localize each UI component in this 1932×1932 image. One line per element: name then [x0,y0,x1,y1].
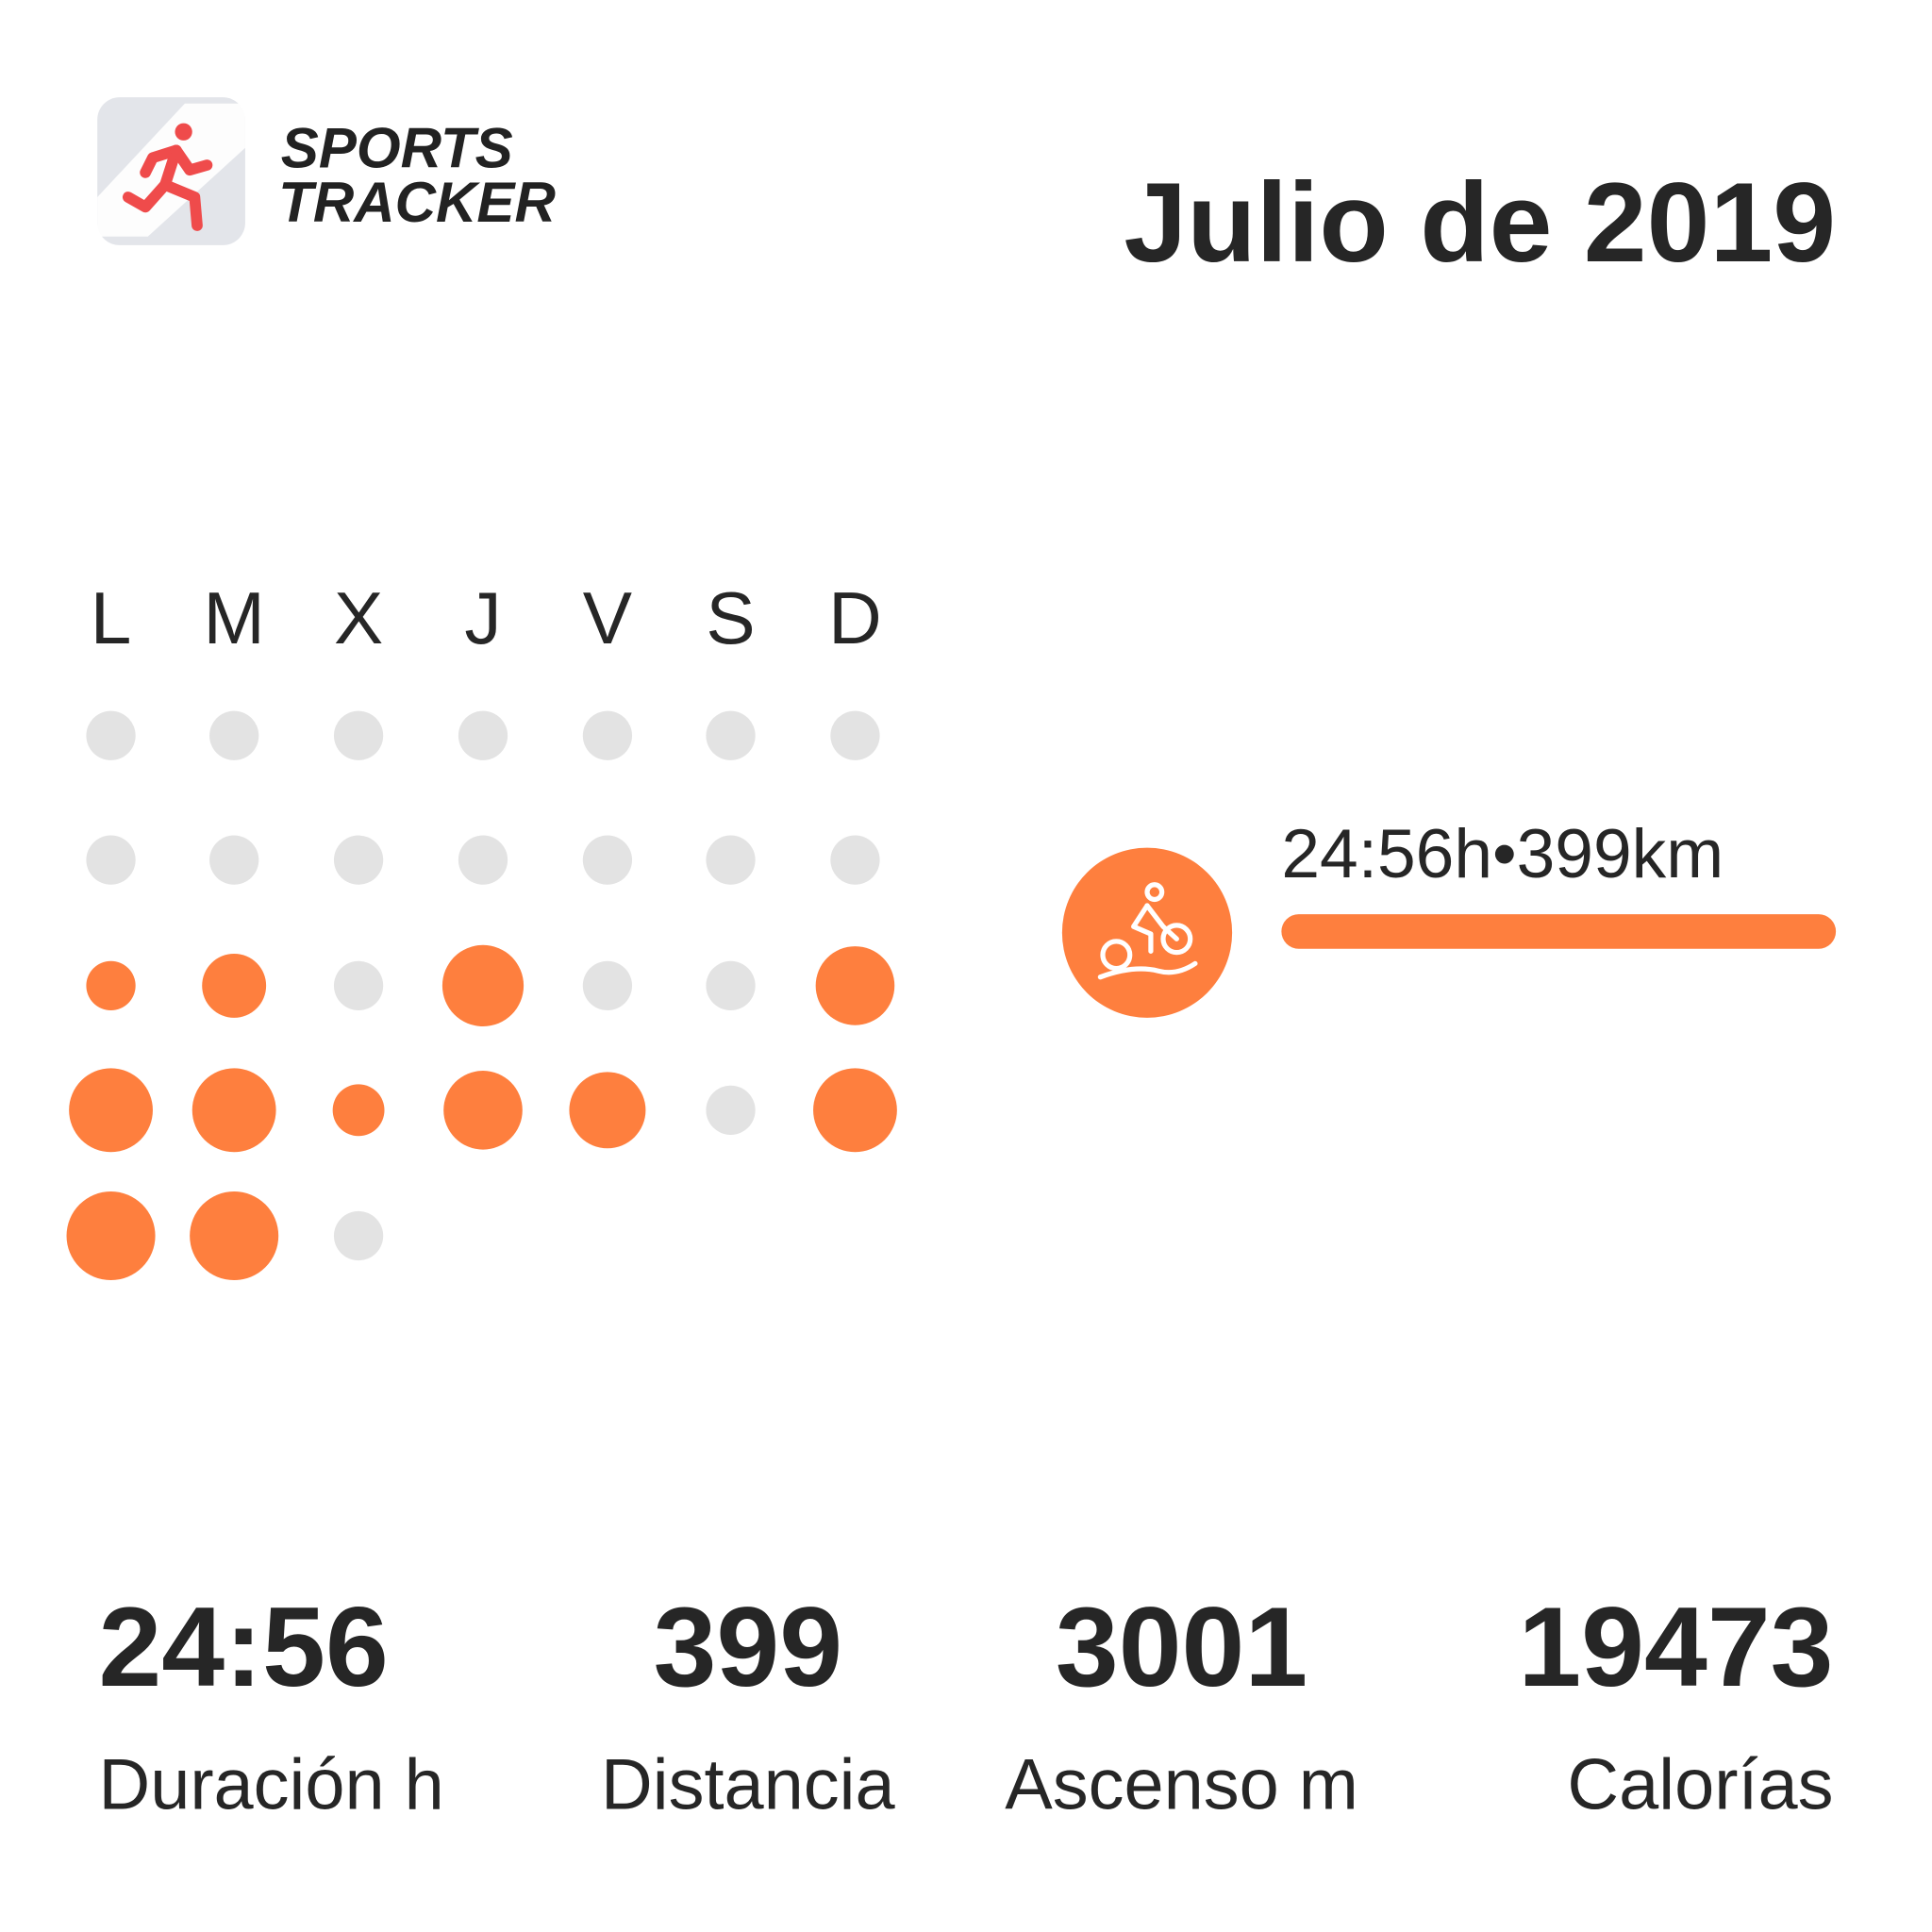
day-dot [66,1191,156,1281]
day-dot [706,835,756,885]
day-dot [86,960,136,1011]
day-dot [582,835,633,885]
day-dot [192,1068,276,1153]
activity-bar [1281,914,1837,949]
day-dot [209,835,259,885]
stat-value: 24:56 [98,1584,388,1710]
weekday-label: J [464,576,501,659]
stat-value: 19473 [1518,1584,1833,1710]
day-dot [706,1085,756,1135]
activity-summary: 24:56h•399km [1281,816,1724,892]
day-dot [333,1210,384,1261]
stat-label: Ascenso m [1005,1744,1358,1824]
weekday-label: D [828,576,882,659]
stats: 24:56 Duración h 399 Distancia 3001 Ascenso m… [98,1584,1833,1825]
logo: SPORTS TRACKER [97,97,556,245]
day-dot [441,944,525,1026]
day-dot [815,946,895,1025]
weekday-label: S [706,576,755,659]
stat-label: Distancia [601,1744,895,1824]
day-dot [582,710,633,760]
day-dot [706,710,756,760]
weekday-label: L [91,576,132,659]
day-dot [569,1072,646,1149]
day-dot [202,953,267,1018]
weekday-label: M [204,576,265,659]
stat-value: 399 [654,1584,842,1710]
logo-text: TRACKER [278,171,556,234]
day-dot [706,960,756,1011]
day-dot [69,1068,153,1153]
day-dot [190,1191,279,1281]
day-dot [86,835,136,885]
day-dot [813,1068,897,1153]
day-dot [582,960,633,1011]
calendar-dots [66,710,897,1281]
logo-text: SPORTS [281,117,513,180]
stat-label: Duración h [98,1744,443,1824]
day-dot [333,960,384,1011]
day-dot [830,835,880,885]
logo-runner [122,123,213,231]
day-dot [333,835,384,885]
stat-value: 3001 [1056,1584,1307,1710]
weekday-label: X [334,576,383,659]
day-dot [458,710,508,760]
title: Julio de 2019 [1124,159,1836,286]
activity: 24:56h•399km [1061,816,1837,1018]
day-dot [209,710,259,760]
day-dot [443,1071,523,1150]
day-dot [86,710,136,760]
weekday-label: V [583,576,632,659]
stat-label: Calorías [1567,1744,1833,1824]
day-dot [830,710,880,760]
day-dot [333,710,384,760]
day-dot [458,835,508,885]
bike-icon [1097,882,1198,980]
day-dot [332,1084,385,1137]
